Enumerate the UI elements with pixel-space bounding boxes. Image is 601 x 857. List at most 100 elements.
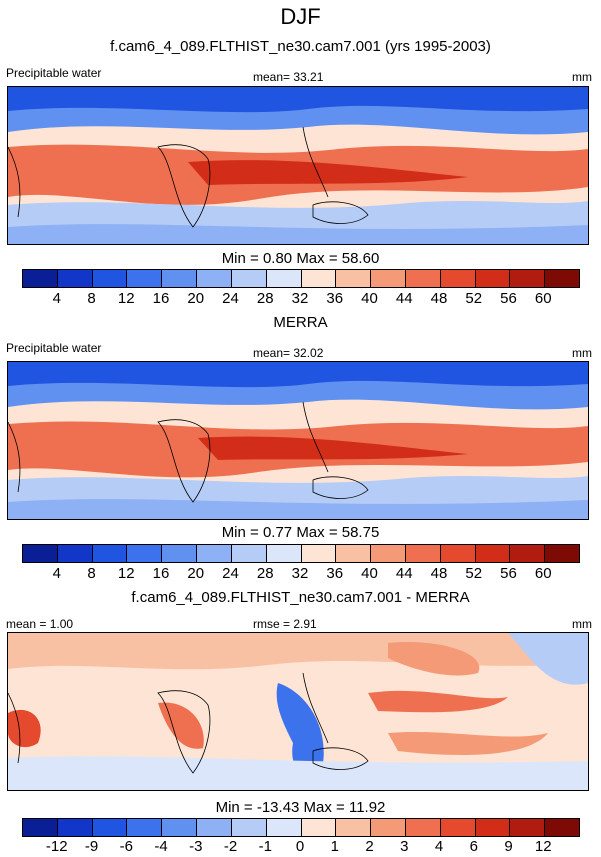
colorbar-swatch bbox=[545, 270, 579, 287]
colorbar-tick-label: 24 bbox=[222, 565, 239, 582]
colorbar-tick-label: 16 bbox=[152, 565, 170, 582]
colorbar-tick-label: 48 bbox=[430, 565, 448, 582]
colorbar-swatch bbox=[23, 270, 58, 287]
colorbar-swatch bbox=[440, 545, 476, 562]
colorbar-tick-label: 28 bbox=[256, 290, 274, 307]
colorbar-swatch bbox=[475, 270, 511, 287]
colorbar-swatch bbox=[510, 270, 546, 287]
colorbar-swatch bbox=[440, 270, 476, 287]
colorbar-swatch bbox=[336, 819, 372, 836]
panel-2-colorbar bbox=[22, 544, 580, 563]
colorbar-tick-label: 44 bbox=[395, 290, 413, 307]
colorbar-tick-label: 60 bbox=[534, 565, 552, 582]
colorbar-tick-label: -4 bbox=[154, 838, 168, 855]
colorbar-swatch bbox=[510, 819, 546, 836]
colorbar-swatch bbox=[127, 819, 163, 836]
colorbar-swatch bbox=[545, 545, 579, 562]
panel-1-variable-label: Precipitable water bbox=[6, 66, 102, 80]
colorbar-swatch bbox=[92, 545, 128, 562]
colorbar-tick-label: 28 bbox=[256, 565, 274, 582]
colorbar-swatch bbox=[336, 545, 372, 562]
panel-2-minmax: Min = 0.77 Max = 58.75 bbox=[221, 524, 380, 541]
colorbar-tick-label: 36 bbox=[326, 290, 344, 307]
panel-1-title: f.cam6_4_089.FLTHIST_ne30.cam7.001 (yrs … bbox=[110, 38, 491, 55]
colorbar-swatch bbox=[266, 819, 302, 836]
panel-3-map bbox=[7, 632, 589, 791]
colorbar-tick-label: 9 bbox=[504, 838, 513, 855]
colorbar-tick-label: 16 bbox=[152, 290, 170, 307]
colorbar-swatch bbox=[405, 819, 441, 836]
colorbar-tick-label: 36 bbox=[326, 565, 344, 582]
colorbar-swatch bbox=[57, 819, 93, 836]
colorbar-tick-label: 12 bbox=[117, 290, 135, 307]
colorbar-tick-label: 40 bbox=[361, 290, 378, 307]
colorbar-swatch bbox=[23, 819, 58, 836]
colorbar-swatch bbox=[231, 819, 267, 836]
colorbar-tick-label: 44 bbox=[395, 565, 413, 582]
colorbar-tick-label: 56 bbox=[500, 565, 517, 582]
colorbar-swatch bbox=[440, 819, 476, 836]
colorbar-tick-label: 8 bbox=[87, 565, 96, 582]
panel-2-units: mm bbox=[572, 346, 592, 360]
colorbar-swatch bbox=[475, 819, 511, 836]
colorbar-tick-label: 52 bbox=[465, 290, 483, 307]
panel-3-colorbar-ticks: -12 -9 -6 -4 -3 -2 -1 0 1 2 3 4 6 9 12 bbox=[22, 838, 578, 855]
colorbar-swatch bbox=[231, 270, 267, 287]
colorbar-swatch bbox=[405, 270, 441, 287]
colorbar-swatch bbox=[266, 270, 302, 287]
colorbar-swatch bbox=[197, 270, 232, 287]
colorbar-swatch bbox=[197, 545, 232, 562]
colorbar-tick-label: 40 bbox=[361, 565, 378, 582]
colorbar-tick-label: 4 bbox=[52, 290, 61, 307]
colorbar-swatch bbox=[301, 545, 337, 562]
colorbar-tick-label: 12 bbox=[534, 838, 552, 855]
colorbar-swatch bbox=[162, 819, 198, 836]
colorbar-swatch bbox=[23, 545, 58, 562]
colorbar-tick-label: -6 bbox=[119, 838, 133, 855]
colorbar-tick-label: 6 bbox=[469, 838, 478, 855]
colorbar-swatch bbox=[301, 270, 337, 287]
colorbar-swatch bbox=[336, 270, 372, 287]
colorbar-swatch bbox=[231, 545, 267, 562]
panel-1-mean-label: mean= 33.21 bbox=[253, 70, 324, 84]
colorbar-tick-label: -12 bbox=[45, 838, 68, 855]
colorbar-swatch bbox=[405, 545, 441, 562]
panel-1-map bbox=[7, 86, 589, 245]
colorbar-tick-label: 1 bbox=[330, 838, 339, 855]
colorbar-tick-label: 2 bbox=[365, 838, 374, 855]
colorbar-swatch bbox=[545, 819, 579, 836]
colorbar-tick-label: 8 bbox=[87, 290, 96, 307]
figure-title: DJF bbox=[280, 4, 321, 29]
panel-2-colorbar-ticks: 4 8 12 16 20 24 28 32 36 40 44 48 52 56 60 bbox=[22, 565, 578, 582]
colorbar-swatch bbox=[57, 545, 93, 562]
colorbar-swatch bbox=[266, 545, 302, 562]
colorbar-swatch bbox=[371, 270, 406, 287]
colorbar-tick-label: 48 bbox=[430, 290, 448, 307]
colorbar-swatch bbox=[301, 819, 337, 836]
colorbar-tick-label: -3 bbox=[189, 838, 203, 855]
panel-3-units: mm bbox=[572, 617, 592, 631]
panel-2-mean-label: mean= 32.02 bbox=[253, 346, 324, 360]
colorbar-swatch bbox=[92, 819, 128, 836]
panel-1-colorbar bbox=[22, 269, 580, 288]
colorbar-tick-label: 32 bbox=[291, 565, 309, 582]
colorbar-tick-label: 52 bbox=[465, 565, 483, 582]
panel-3-colorbar bbox=[22, 818, 580, 837]
panel-2-title: MERRA bbox=[273, 314, 328, 331]
colorbar-tick-label: -2 bbox=[223, 838, 238, 855]
panel-3-minmax: Min = -13.43 Max = 11.92 bbox=[215, 799, 386, 816]
colorbar-tick-label: 12 bbox=[117, 565, 135, 582]
panel-1-colorbar-ticks: 4 8 12 16 20 24 28 32 36 40 44 48 52 56 60 bbox=[22, 290, 578, 307]
panel-3-rmse-label: rmse = 2.91 bbox=[253, 617, 317, 631]
panel-3-mean-label: mean = 1.00 bbox=[6, 617, 74, 631]
colorbar-tick-label: 60 bbox=[534, 290, 552, 307]
colorbar-swatch bbox=[127, 545, 163, 562]
panel-2-variable-label: Precipitable water bbox=[6, 341, 102, 355]
colorbar-swatch bbox=[197, 819, 232, 836]
colorbar-tick-label: 20 bbox=[187, 290, 205, 307]
panel-1-minmax: Min = 0.80 Max = 58.60 bbox=[221, 250, 380, 267]
colorbar-swatch bbox=[127, 270, 163, 287]
colorbar-tick-label: 3 bbox=[400, 838, 409, 855]
colorbar-swatch bbox=[162, 270, 198, 287]
colorbar-tick-label: 4 bbox=[52, 565, 61, 582]
